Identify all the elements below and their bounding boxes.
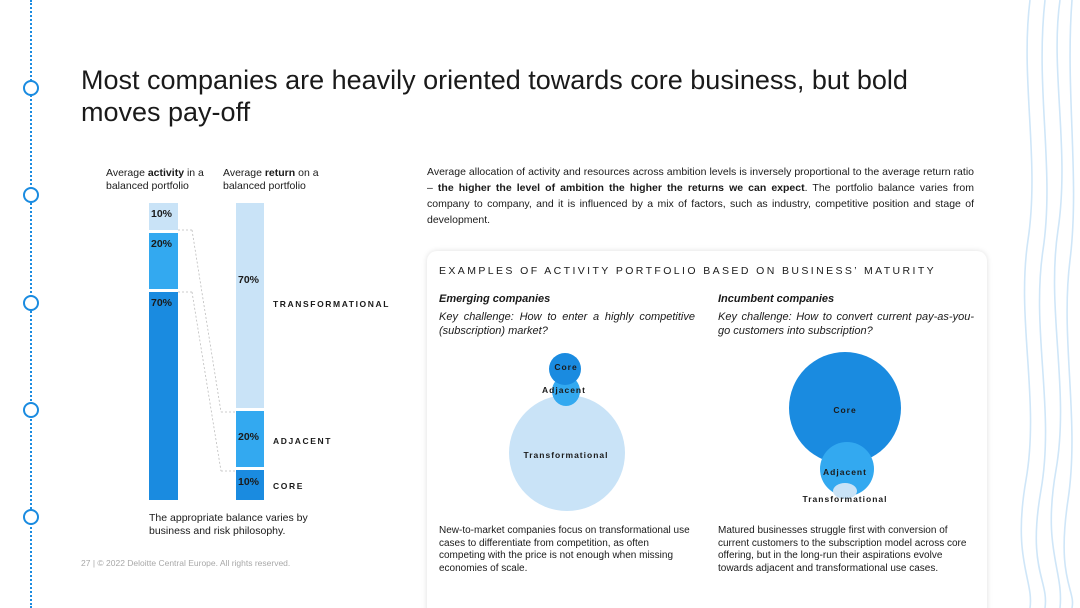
- return-value-transformational: 70%: [238, 273, 260, 286]
- rail-node: [23, 509, 39, 525]
- return-value-core: 10%: [238, 475, 260, 488]
- rail-node: [23, 402, 39, 418]
- page-title: Most companies are heavily oriented towa…: [81, 65, 908, 127]
- incumbent-challenge: Key challenge: How to convert current pa…: [718, 311, 974, 337]
- level-label-adjacent: ADJACENT: [273, 436, 333, 446]
- rail-node: [23, 295, 39, 311]
- activity-value-adjacent: 20%: [151, 237, 173, 250]
- emerging-core-bubble: [549, 353, 581, 385]
- activity-value-core: 70%: [151, 297, 173, 310]
- incumbent-transformational-label: Transformational: [802, 494, 888, 504]
- chart-note: The appropriate balance varies by busine…: [149, 512, 308, 537]
- activity-column-header: Average activity in a balanced portfolio: [106, 167, 204, 192]
- decorative-waves: [1020, 0, 1075, 608]
- emerging-core-label: Core: [554, 362, 578, 372]
- incumbent-transformational-bubble: [833, 483, 857, 499]
- rail-node: [23, 187, 39, 203]
- level-label-transformational: TRANSFORMATIONAL: [273, 299, 391, 309]
- emerging-heading: Emerging companies: [439, 293, 551, 305]
- card-title: EXAMPLES OF ACTIVITY PORTFOLIO BASED ON …: [439, 265, 937, 277]
- return-value-adjacent: 20%: [238, 431, 260, 444]
- activity-bar-core: [149, 292, 178, 500]
- activity-bar-adjacent: [149, 232, 178, 290]
- rail-node: [23, 80, 39, 96]
- incumbent-description: Matured businesses struggle first with c…: [718, 525, 967, 574]
- emerging-transformational-bubble: [509, 395, 625, 511]
- emerging-transformational-label: Transformational: [523, 450, 609, 460]
- incumbent-heading: Incumbent companies: [718, 293, 835, 305]
- examples-card: EXAMPLES OF ACTIVITY PORTFOLIO BASED ON …: [427, 251, 987, 608]
- emerging-description: New-to-market companies focus on transfo…: [439, 525, 690, 574]
- return-column-header: Average return on a balanced portfolio: [223, 167, 319, 192]
- intro-paragraph: Average allocation of activity and resou…: [427, 166, 974, 226]
- return-bar-adjacent: [236, 410, 264, 468]
- return-bar-core: [236, 470, 264, 500]
- incumbent-adjacent-label: Adjacent: [823, 467, 867, 477]
- return-bar-transformational: [236, 203, 264, 408]
- emerging-challenge: Key challenge: How to enter a highly com…: [439, 311, 695, 337]
- emerging-adjacent-label: Adjacent: [542, 385, 586, 395]
- incumbent-core-label: Core: [833, 405, 857, 415]
- activity-value-transformational: 10%: [151, 208, 173, 220]
- level-label-core: CORE: [273, 481, 304, 491]
- footer-copyright: 27 | © 2022 Deloitte Central Europe. All…: [81, 558, 291, 568]
- activity-bar-transformational: [149, 203, 178, 230]
